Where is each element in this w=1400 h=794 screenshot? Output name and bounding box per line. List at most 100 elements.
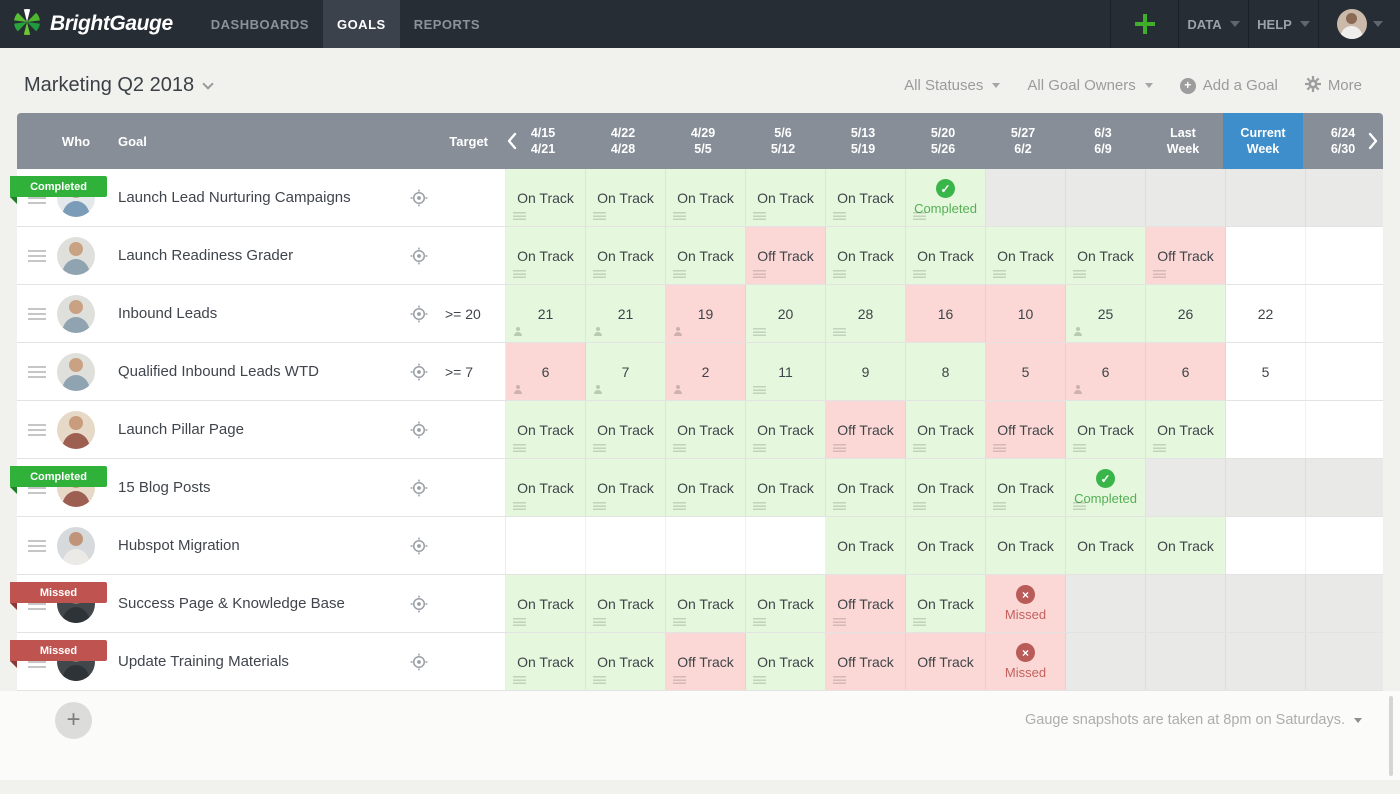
goal-name[interactable]: Launch Lead Nurturing Campaigns (118, 189, 351, 206)
goal-status-cell[interactable]: 5 (986, 343, 1066, 400)
goal-status-cell[interactable]: Off Track (1146, 227, 1226, 284)
goal-status-cell[interactable]: 6 (506, 343, 586, 400)
goal-status-cell[interactable]: On Track (746, 459, 826, 516)
goal-status-cell[interactable] (1226, 401, 1306, 458)
goal-status-cell[interactable]: On Track (506, 401, 586, 458)
target-icon[interactable] (410, 421, 428, 444)
drag-handle-icon[interactable] (28, 421, 46, 439)
goal-status-cell[interactable] (1306, 285, 1383, 342)
goal-status-cell[interactable]: On Track (986, 459, 1066, 516)
next-weeks-button[interactable] (1366, 113, 1380, 169)
goal-status-cell[interactable] (506, 517, 586, 574)
goal-owner-avatar[interactable] (57, 527, 95, 565)
goal-name[interactable]: Update Training Materials (118, 653, 289, 670)
goal-status-cell[interactable]: On Track (906, 401, 986, 458)
add-goal-row-button[interactable]: + (55, 702, 92, 739)
data-menu[interactable]: DATA (1178, 0, 1248, 48)
goal-status-cell[interactable]: 2 (666, 343, 746, 400)
goal-owner-filter[interactable]: All Goal Owners (1027, 77, 1153, 94)
goal-status-cell[interactable] (1306, 517, 1383, 574)
goal-status-cell[interactable]: 6 (1146, 343, 1226, 400)
goal-status-cell[interactable]: ✓ Completed (906, 169, 986, 226)
goal-status-cell[interactable]: On Track (666, 575, 746, 632)
goal-name[interactable]: Launch Readiness Grader (118, 247, 294, 264)
goal-name[interactable]: 15 Blog Posts (118, 479, 211, 496)
tab-reports[interactable]: REPORTS (413, 16, 481, 32)
goal-status-cell[interactable] (586, 517, 666, 574)
goal-status-cell[interactable] (1306, 343, 1383, 400)
goal-status-cell[interactable]: On Track (666, 401, 746, 458)
target-icon[interactable] (410, 363, 428, 386)
goal-status-cell[interactable]: 16 (906, 285, 986, 342)
goal-status-cell[interactable] (1226, 227, 1306, 284)
goal-status-cell[interactable]: On Track (666, 227, 746, 284)
goal-status-cell[interactable]: Off Track (826, 575, 906, 632)
goal-status-cell[interactable]: On Track (506, 227, 586, 284)
target-icon[interactable] (410, 247, 428, 270)
column-header-week[interactable]: 6/3 6/9 (1094, 126, 1112, 156)
goal-name[interactable]: Hubspot Migration (118, 537, 240, 554)
goal-status-cell[interactable]: 25 (1066, 285, 1146, 342)
goal-status-cell[interactable] (666, 517, 746, 574)
goal-status-cell[interactable]: On Track (906, 517, 986, 574)
target-icon[interactable] (410, 479, 428, 502)
column-header-week[interactable]: 5/13 5/19 (850, 126, 876, 156)
column-header-week[interactable]: 5/27 6/2 (1010, 126, 1036, 156)
more-button[interactable]: More (1304, 75, 1362, 96)
goal-status-cell[interactable] (1226, 517, 1306, 574)
goal-status-cell[interactable]: On Track (666, 169, 746, 226)
drag-handle-icon[interactable] (28, 247, 46, 265)
goal-status-cell[interactable]: 8 (906, 343, 986, 400)
column-header-week[interactable]: 4/29 5/5 (690, 126, 716, 156)
column-header-current-week[interactable]: Current Week (1223, 113, 1303, 169)
target-icon[interactable] (410, 537, 428, 560)
goal-status-cell[interactable]: 5 (1226, 343, 1306, 400)
goal-status-cell[interactable]: On Track (826, 169, 906, 226)
goal-list-title[interactable]: Marketing Q2 2018 (24, 74, 214, 97)
goal-status-cell[interactable]: On Track (906, 575, 986, 632)
goal-status-cell[interactable]: On Track (986, 517, 1066, 574)
quick-add-button[interactable] (1110, 0, 1178, 48)
goal-status-cell[interactable]: 6 (1066, 343, 1146, 400)
goal-status-cell[interactable]: On Track (826, 459, 906, 516)
goal-status-cell[interactable]: On Track (586, 575, 666, 632)
goal-owner-avatar[interactable] (57, 237, 95, 275)
drag-handle-icon[interactable] (28, 363, 46, 381)
goal-owner-avatar[interactable] (57, 411, 95, 449)
goal-status-cell[interactable]: On Track (666, 459, 746, 516)
goal-name[interactable]: Success Page & Knowledge Base (118, 595, 345, 612)
goal-owner-avatar[interactable] (57, 353, 95, 391)
goal-status-cell[interactable]: On Track (1066, 517, 1146, 574)
column-header-week[interactable]: 5/6 5/12 (770, 126, 796, 156)
goal-status-cell[interactable]: On Track (746, 401, 826, 458)
goal-status-cell[interactable]: 26 (1146, 285, 1226, 342)
goal-status-cell[interactable]: On Track (586, 401, 666, 458)
goal-status-cell[interactable]: 28 (826, 285, 906, 342)
goal-status-cell[interactable]: 9 (826, 343, 906, 400)
goal-status-cell[interactable]: On Track (986, 227, 1066, 284)
goal-status-cell[interactable]: On Track (1066, 401, 1146, 458)
drag-handle-icon[interactable] (28, 537, 46, 555)
column-header-week[interactable]: Last Week (1166, 126, 1200, 156)
target-icon[interactable] (410, 305, 428, 328)
goal-status-cell[interactable]: On Track (1146, 401, 1226, 458)
goal-status-cell[interactable]: × Missed (986, 633, 1066, 690)
goal-name[interactable]: Inbound Leads (118, 305, 218, 322)
goal-status-cell[interactable] (1306, 227, 1383, 284)
tab-dashboards[interactable]: DASHBOARDS (210, 16, 309, 32)
goal-status-cell[interactable]: 11 (746, 343, 826, 400)
target-icon[interactable] (410, 653, 428, 676)
goal-status-cell[interactable]: 22 (1226, 285, 1306, 342)
column-header-week[interactable]: 4/22 4/28 (610, 126, 636, 156)
goal-status-cell[interactable]: Off Track (986, 401, 1066, 458)
goal-status-cell[interactable]: On Track (586, 459, 666, 516)
goal-status-cell[interactable] (1306, 401, 1383, 458)
goal-status-cell[interactable]: Off Track (746, 227, 826, 284)
tab-goals[interactable]: GOALS (322, 0, 400, 48)
drag-handle-icon[interactable] (28, 305, 46, 323)
help-menu[interactable]: HELP (1248, 0, 1318, 48)
column-header-week[interactable]: 5/20 5/26 (930, 126, 956, 156)
goal-status-cell[interactable]: On Track (506, 633, 586, 690)
previous-weeks-button[interactable] (505, 113, 519, 169)
goal-status-cell[interactable]: ✓ Completed (1066, 459, 1146, 516)
